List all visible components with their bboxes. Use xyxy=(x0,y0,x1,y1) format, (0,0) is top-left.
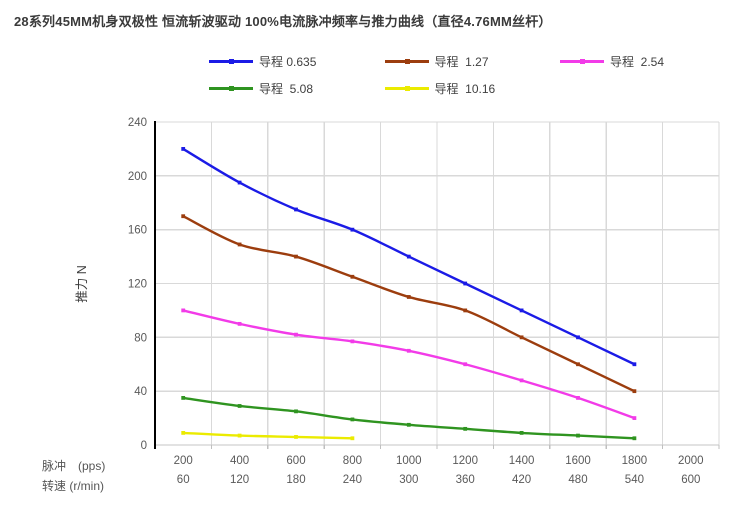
legend-marker xyxy=(404,58,410,64)
x-tick-label-rpm: 360 xyxy=(456,474,475,486)
series-marker-1 xyxy=(463,308,468,313)
legend-line-swatch xyxy=(209,58,253,64)
series-marker-1 xyxy=(519,335,524,340)
series-marker-4 xyxy=(181,430,186,435)
legend-marker xyxy=(580,58,585,64)
series-line-2 xyxy=(182,309,636,420)
series-line-4 xyxy=(182,431,354,440)
series-marker-3 xyxy=(237,404,242,408)
series-marker-4 xyxy=(294,435,298,439)
series-marker-2 xyxy=(632,416,637,420)
legend-line-swatch xyxy=(209,85,253,91)
y-tick-label: 80 xyxy=(134,332,147,344)
chart-title: 28系列45MM机身双极性 恒流斩波驱动 100%电流脉冲频率与推力曲线（直径4… xyxy=(14,14,552,29)
series-marker-3 xyxy=(632,436,637,441)
series-marker-0 xyxy=(576,335,580,340)
series-marker-4 xyxy=(350,436,355,441)
x-tick-label-pps: 2000 xyxy=(678,455,704,467)
x-tick-label-pps: 600 xyxy=(286,455,305,467)
series-marker-0 xyxy=(294,207,298,212)
x-tick-label-pps: 200 xyxy=(174,455,193,467)
series-marker-1 xyxy=(406,295,411,299)
y-tick-label: 200 xyxy=(128,171,147,183)
x-tick-label-rpm: 540 xyxy=(625,474,644,486)
series-marker-0 xyxy=(406,254,411,259)
x-tick-label-rpm: 420 xyxy=(512,474,531,486)
series-marker-3 xyxy=(463,426,468,431)
x-tick-label-rpm: 120 xyxy=(230,474,249,486)
legend-marker xyxy=(404,85,410,91)
x-tick-label-pps: 400 xyxy=(230,455,249,467)
legend-item-0: 导程 0.635 xyxy=(209,51,316,71)
legend-item-1: 导程 1.27 xyxy=(384,51,489,71)
series-marker-2 xyxy=(181,308,186,313)
series-marker-3 xyxy=(350,417,355,422)
series-marker-2 xyxy=(576,395,580,400)
legend-marker xyxy=(229,85,234,91)
series-marker-3 xyxy=(406,422,411,427)
y-axis-title: 推力 N xyxy=(75,265,89,303)
legend-line-swatch xyxy=(560,58,604,64)
x-tick-label-pps: 1600 xyxy=(565,455,591,467)
series-marker-4 xyxy=(237,433,242,438)
legend-line-swatch xyxy=(384,58,429,64)
x-tick-label-pps: 1800 xyxy=(622,455,648,467)
series-marker-3 xyxy=(294,409,298,414)
chart-legend: 导程 0.635 导程 1.27 导程 2.54 导程 5.08 导程 10.16 xyxy=(209,51,739,109)
legend-item-4: 导程 10.16 xyxy=(384,78,496,98)
series-marker-2 xyxy=(294,332,298,337)
series-marker-2 xyxy=(237,321,242,326)
legend-label: 导程 0.635 xyxy=(259,54,317,69)
series-marker-2 xyxy=(406,348,411,353)
x-tick-label-rpm: 240 xyxy=(343,474,362,486)
legend-label: 导程 5.08 xyxy=(259,81,314,96)
series-marker-1 xyxy=(294,254,298,259)
series-marker-1 xyxy=(576,362,580,367)
series-marker-0 xyxy=(519,308,524,313)
series-marker-2 xyxy=(350,339,355,344)
y-tick-label: 240 xyxy=(128,117,147,129)
series-marker-0 xyxy=(237,180,242,185)
legend-label: 导程 2.54 xyxy=(610,54,665,69)
y-tick-label: 40 xyxy=(134,386,147,398)
series-marker-3 xyxy=(576,433,580,438)
x-tick-label-rpm: 480 xyxy=(568,474,587,486)
series-line-3 xyxy=(182,396,636,440)
series-marker-1 xyxy=(237,242,242,247)
legend-item-3: 导程 5.08 xyxy=(209,78,313,98)
y-tick-label: 120 xyxy=(128,279,147,291)
legend-line-swatch xyxy=(384,85,429,91)
series-line-1 xyxy=(182,215,636,393)
legend-item-2: 导程 2.54 xyxy=(560,51,664,71)
x-tick-label-rpm: 300 xyxy=(399,474,418,486)
y-tick-label: 160 xyxy=(128,225,147,237)
series-marker-2 xyxy=(519,378,524,383)
x-axis-row1-header: 脉冲 (pps) xyxy=(42,459,106,473)
legend-label: 导程 10.16 xyxy=(434,81,496,96)
x-tick-label-pps: 1000 xyxy=(396,455,422,467)
legend-label: 导程 1.27 xyxy=(434,54,489,69)
x-tick-label-pps: 1400 xyxy=(509,455,535,467)
x-tick-label-rpm: 60 xyxy=(177,474,190,486)
series-marker-0 xyxy=(350,227,355,232)
series-marker-2 xyxy=(463,362,468,367)
legend-marker xyxy=(229,58,234,64)
series-marker-0 xyxy=(181,147,186,151)
series-marker-3 xyxy=(181,395,186,400)
y-tick-label: 0 xyxy=(141,440,147,452)
series-marker-1 xyxy=(350,274,355,279)
series-marker-0 xyxy=(463,281,468,286)
x-tick-label-pps: 800 xyxy=(343,455,362,467)
x-axis-row2-header: 转速 (r/min) xyxy=(42,479,104,493)
x-tick-label-pps: 1200 xyxy=(452,455,478,467)
series-marker-3 xyxy=(519,430,524,435)
series-marker-1 xyxy=(181,214,186,219)
series-marker-1 xyxy=(632,389,637,394)
x-tick-label-rpm: 180 xyxy=(286,474,305,486)
x-tick-label-rpm: 600 xyxy=(681,474,700,486)
series-marker-0 xyxy=(632,362,637,367)
